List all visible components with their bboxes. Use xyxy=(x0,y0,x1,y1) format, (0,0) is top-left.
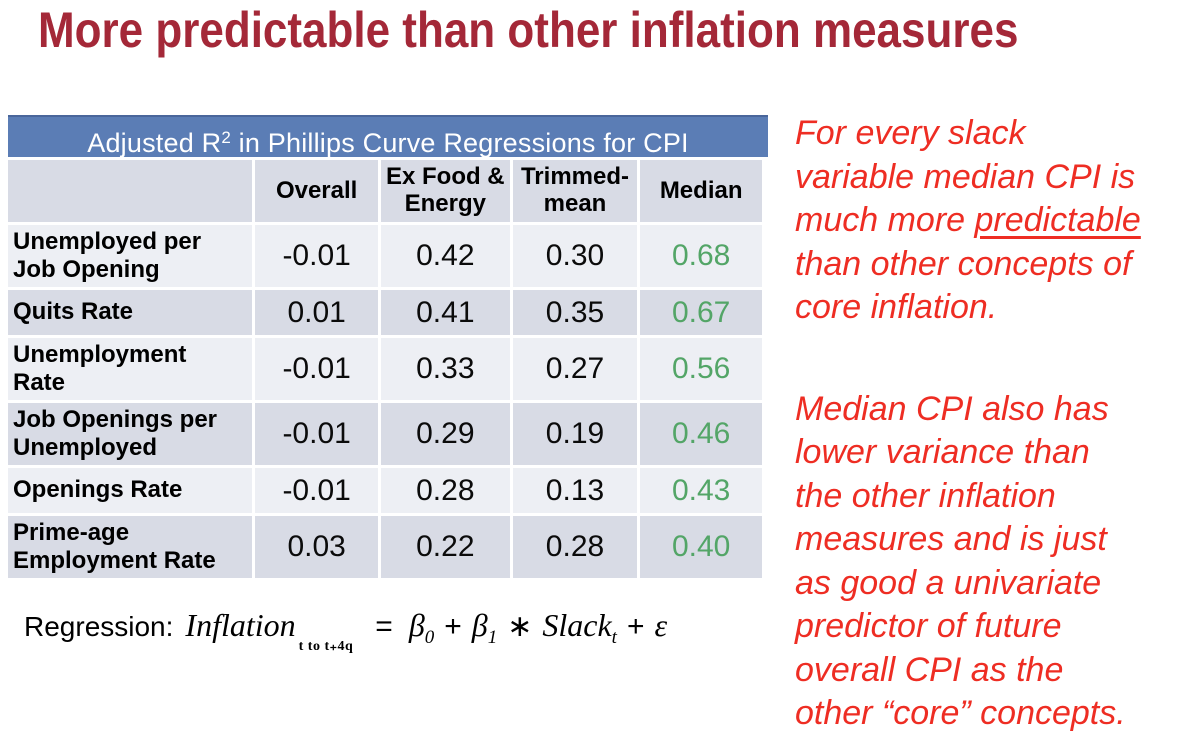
regression-formula: Regression: Inflation t to t₊4q = β 0 + … xyxy=(24,607,668,654)
row-label: Openings Rate xyxy=(8,468,253,513)
note-line: much more predictable xyxy=(795,199,1200,243)
cell-ex-food-energy: 0.42 xyxy=(380,225,510,287)
column-header-ex-food-energy: Ex Food & Energy xyxy=(380,160,510,222)
note-line: measures and is just xyxy=(795,520,1107,558)
cell-trimmed-mean: 0.19 xyxy=(512,403,638,465)
formula-slack-var: Slack xyxy=(542,607,612,643)
table-title-pre: Adjusted R xyxy=(87,128,222,158)
note-line: the other inflation xyxy=(795,476,1056,515)
table-row: Unemployed per Job Opening -0.01 0.42 0.… xyxy=(8,225,762,287)
note-line: core inflation. xyxy=(795,288,998,326)
note-line: predictor of future xyxy=(795,607,1062,645)
formula-plus: + xyxy=(626,610,645,643)
note-paragraph-2: Median CPI also has lower variance than … xyxy=(795,388,1200,736)
note-line: overall CPI as the xyxy=(795,650,1064,689)
cell-overall: 0.03 xyxy=(255,516,378,578)
note-line: as good a univariate xyxy=(795,563,1102,602)
note-line: lower variance than xyxy=(795,433,1090,471)
annotation-notes: For every slack variable median CPI is m… xyxy=(795,112,1200,736)
row-label: Unemployed per Job Opening xyxy=(8,225,253,287)
formula-label: Regression: xyxy=(24,611,174,642)
column-header-median: Median xyxy=(640,160,762,222)
table-row: Prime-age Employment Rate 0.03 0.22 0.28… xyxy=(8,516,762,578)
formula-beta0-subscript: 0 xyxy=(424,627,435,648)
cell-ex-food-energy: 0.29 xyxy=(380,403,510,465)
cell-median: 0.68 xyxy=(640,225,762,287)
note-line: other “core” concepts. xyxy=(795,694,1126,732)
formula-slack-subscript: t xyxy=(611,627,617,648)
formula-beta0: β xyxy=(408,607,425,643)
note-paragraph-1: For every slack variable median CPI is m… xyxy=(795,112,1200,330)
row-label-line: Rate xyxy=(13,369,66,396)
cell-trimmed-mean: 0.13 xyxy=(512,468,638,513)
formula-plus: + xyxy=(444,610,462,643)
cell-median: 0.46 xyxy=(640,403,762,465)
row-label-line: Prime-age xyxy=(13,518,130,546)
row-label: Job Openings per Unemployed xyxy=(8,403,253,465)
cell-trimmed-mean: 0.35 xyxy=(512,290,638,335)
formula-dependent-subscript: t to t₊4q xyxy=(298,639,354,654)
row-label-line: Openings Rate xyxy=(13,476,183,504)
table-title-post: in Phillips Curve Regressions for CPI xyxy=(230,128,689,158)
slide-title: More predictable than other inflation me… xyxy=(38,2,1019,58)
table-title: Adjusted R2 in Phillips Curve Regression… xyxy=(8,115,768,158)
cell-median: 0.56 xyxy=(640,338,762,400)
row-label: Prime-age Employment Rate xyxy=(8,516,253,578)
cell-ex-food-energy: 0.33 xyxy=(380,338,510,400)
formula-epsilon: ε xyxy=(654,607,668,643)
table-title-superscript: 2 xyxy=(221,128,231,147)
table-header-row: Overall Ex Food & Energy Trimmed-mean Me… xyxy=(8,160,762,222)
cell-trimmed-mean: 0.27 xyxy=(512,338,638,400)
cell-ex-food-energy: 0.22 xyxy=(380,516,510,578)
table-row: Openings Rate -0.01 0.28 0.13 0.43 xyxy=(8,468,762,513)
regression-table: Overall Ex Food & Energy Trimmed-mean Me… xyxy=(5,157,765,581)
row-label-line: Employment Rate xyxy=(13,547,216,574)
table-row: Job Openings per Unemployed -0.01 0.29 0… xyxy=(8,403,762,465)
row-label-line: Unemployed per xyxy=(13,227,202,255)
cell-overall: 0.01 xyxy=(255,290,378,335)
note-line: For every slack xyxy=(795,114,1026,152)
row-label-line: Unemployed xyxy=(13,434,158,461)
cell-overall: -0.01 xyxy=(255,403,378,465)
formula-equals: = xyxy=(375,610,393,643)
table-row: Quits Rate 0.01 0.41 0.35 0.67 xyxy=(8,290,762,335)
table-row: Unemployment Rate -0.01 0.33 0.27 0.56 xyxy=(8,338,762,400)
cell-overall: -0.01 xyxy=(255,338,378,400)
row-label-line: Unemployment xyxy=(13,340,187,368)
row-label-line: Job Opening xyxy=(13,256,160,283)
note-line: than other concepts of xyxy=(795,244,1132,283)
corner-cell xyxy=(8,160,253,222)
cell-trimmed-mean: 0.28 xyxy=(512,516,638,578)
row-label: Unemployment Rate xyxy=(8,338,253,400)
cell-median: 0.40 xyxy=(640,516,762,578)
column-header-overall: Overall xyxy=(255,160,378,222)
note-line: variable median CPI is xyxy=(795,157,1136,196)
cell-trimmed-mean: 0.30 xyxy=(512,225,638,287)
cell-ex-food-energy: 0.28 xyxy=(380,468,510,513)
note-underlined-word: predictable xyxy=(974,201,1141,239)
column-header-trimmed-mean: Trimmed-mean xyxy=(512,160,638,222)
cell-median: 0.43 xyxy=(640,468,762,513)
cell-overall: -0.01 xyxy=(255,468,378,513)
row-label: Quits Rate xyxy=(8,290,253,335)
cell-ex-food-energy: 0.41 xyxy=(380,290,510,335)
formula-beta1-subscript: 1 xyxy=(487,627,498,648)
formula-beta1: β xyxy=(471,607,488,643)
regression-table-block: Adjusted R2 in Phillips Curve Regression… xyxy=(8,115,768,581)
row-label-line: Job Openings per xyxy=(13,405,218,433)
formula-dependent-var: Inflation xyxy=(185,607,296,643)
row-label-line: Quits Rate xyxy=(13,298,134,326)
cell-median: 0.67 xyxy=(640,290,762,335)
cell-overall: -0.01 xyxy=(255,225,378,287)
note-line-pre: much more xyxy=(795,201,975,239)
formula-times-operator: ∗ xyxy=(507,610,533,643)
note-line: Median CPI also has xyxy=(795,389,1109,428)
